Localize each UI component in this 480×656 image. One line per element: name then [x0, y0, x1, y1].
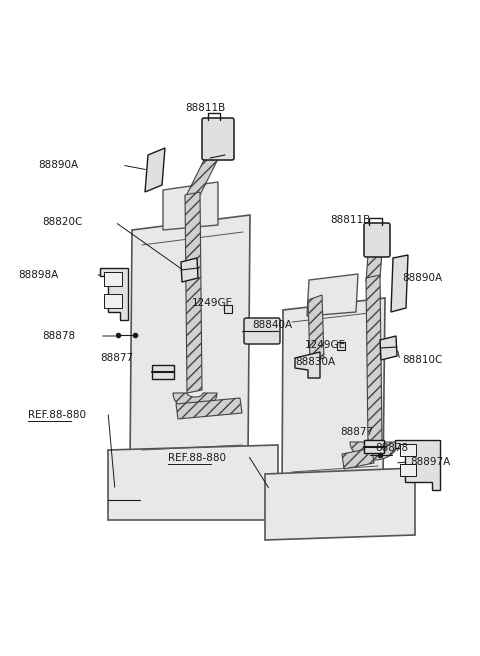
Polygon shape: [308, 295, 324, 362]
FancyBboxPatch shape: [364, 440, 384, 453]
FancyBboxPatch shape: [364, 223, 390, 257]
Polygon shape: [145, 148, 165, 192]
Text: 88811B: 88811B: [185, 103, 225, 113]
FancyBboxPatch shape: [104, 294, 122, 308]
Polygon shape: [108, 445, 278, 520]
Polygon shape: [380, 336, 397, 360]
Polygon shape: [282, 298, 385, 490]
Polygon shape: [342, 448, 374, 469]
Text: 1249GE: 1249GE: [305, 340, 346, 350]
FancyBboxPatch shape: [152, 365, 174, 379]
Text: 88877: 88877: [100, 353, 133, 363]
Polygon shape: [265, 468, 415, 540]
Text: 1249GE: 1249GE: [192, 298, 233, 308]
FancyBboxPatch shape: [337, 342, 345, 350]
Polygon shape: [185, 192, 202, 393]
Polygon shape: [130, 215, 250, 465]
Text: 88810C: 88810C: [402, 355, 443, 365]
Text: 88877: 88877: [340, 427, 373, 437]
Text: REF.88-880: REF.88-880: [28, 410, 86, 420]
Polygon shape: [176, 398, 242, 419]
Polygon shape: [366, 252, 382, 282]
Polygon shape: [181, 258, 198, 282]
Text: 88820C: 88820C: [42, 217, 83, 227]
Polygon shape: [185, 155, 220, 198]
Text: 88840A: 88840A: [252, 320, 292, 330]
FancyBboxPatch shape: [104, 272, 122, 286]
Polygon shape: [350, 442, 398, 460]
Polygon shape: [391, 255, 408, 312]
Polygon shape: [395, 440, 440, 490]
Text: 88890A: 88890A: [38, 160, 78, 170]
Polygon shape: [295, 352, 320, 378]
Polygon shape: [163, 182, 218, 230]
Text: REF.88-880: REF.88-880: [168, 453, 226, 463]
FancyBboxPatch shape: [400, 464, 416, 476]
Polygon shape: [173, 393, 217, 411]
Text: 88897A: 88897A: [410, 457, 450, 467]
Text: 88898A: 88898A: [18, 270, 58, 280]
FancyBboxPatch shape: [224, 305, 232, 313]
Text: 88878: 88878: [375, 443, 408, 453]
FancyBboxPatch shape: [400, 444, 416, 456]
Text: 88890A: 88890A: [402, 273, 442, 283]
FancyBboxPatch shape: [244, 318, 280, 344]
Polygon shape: [366, 275, 382, 444]
Polygon shape: [307, 274, 358, 316]
Text: 88878: 88878: [42, 331, 75, 341]
FancyBboxPatch shape: [202, 118, 234, 160]
Text: 88811B: 88811B: [330, 215, 370, 225]
Text: 88830A: 88830A: [295, 357, 335, 367]
Polygon shape: [100, 268, 128, 320]
